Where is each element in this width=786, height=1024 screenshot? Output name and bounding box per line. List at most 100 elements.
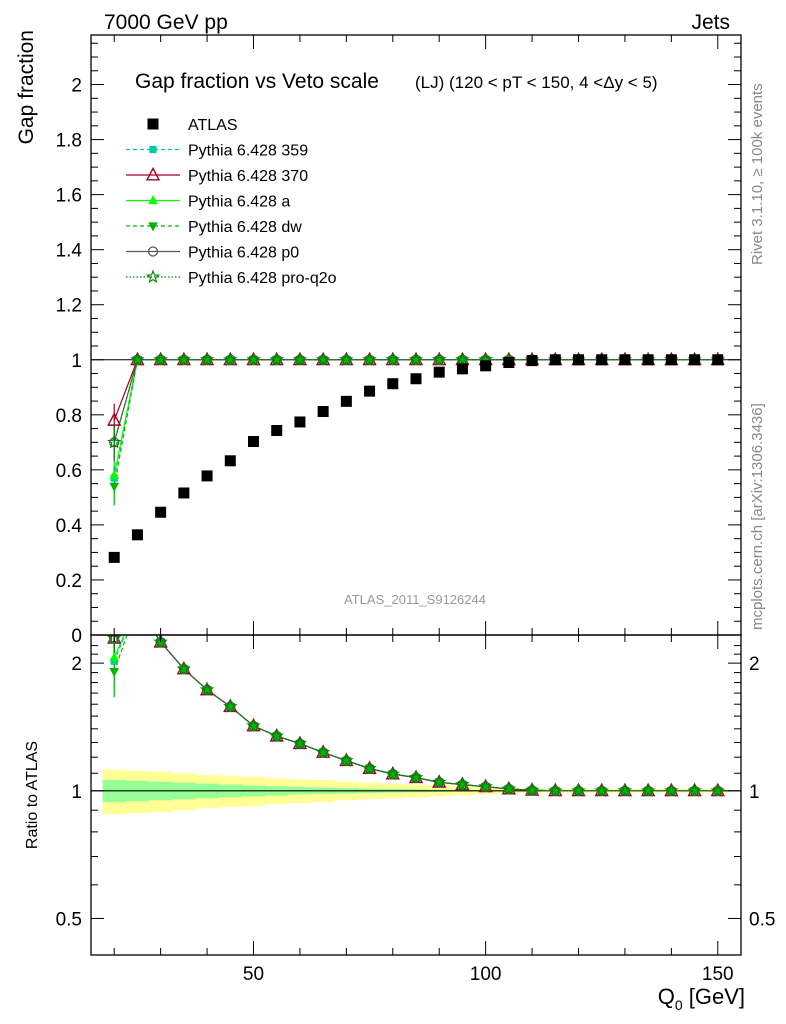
ratio-point-pdw: [271, 732, 282, 742]
top-y-tick-label: 1.6: [56, 186, 82, 207]
ratio-point-pproq2o: [432, 774, 447, 789]
mcplots-label: mcplots.cern.ch [arXiv:1306.3436]: [749, 403, 766, 630]
ratio-point-pproq2o: [687, 783, 702, 797]
ratio-point-pdw: [202, 686, 212, 696]
ratio-point-pp0: [109, 635, 120, 644]
ratio-point-pproq2o: [571, 783, 586, 797]
top-point-pdw: [109, 482, 120, 492]
header-right: Jets: [691, 11, 730, 34]
legend-marker-pa: [148, 195, 158, 205]
ratio-point-pdw: [620, 787, 630, 797]
top-point-atlas: [712, 354, 724, 366]
top-point-pdw: [295, 356, 305, 366]
ratio-point-pdw: [550, 787, 561, 797]
ratio-point-pdw: [666, 787, 677, 797]
ratio-point-pdw: [480, 783, 491, 793]
top-point-atlas: [689, 354, 701, 366]
bottom-y-tick-label: 1: [71, 782, 82, 803]
legend-label-pproq2o: Pythia 6.428 pro-q2o: [188, 270, 337, 287]
ratio-point-p370: [131, 598, 143, 609]
ratio-point-pa: [109, 652, 120, 662]
x-tick-label: 50: [243, 964, 264, 985]
top-point-pdw: [457, 356, 468, 366]
top-y-tick-label: 1.2: [56, 296, 82, 317]
legend-label-pa: Pythia 6.428 a: [188, 194, 290, 211]
legend-marker-p359: [149, 145, 157, 154]
top-point-pdw: [248, 356, 259, 366]
top-point-atlas: [387, 378, 399, 390]
ratio-point-pdw: [179, 665, 189, 675]
top-point-atlas: [155, 506, 167, 518]
ratio-point-pproq2o: [548, 783, 563, 797]
legend-marker-atlas: [147, 118, 159, 130]
ratio-point-pproq2o: [176, 661, 192, 676]
top-point-pdw: [411, 356, 421, 366]
top-point-atlas: [480, 360, 492, 372]
top-point-pproq2o: [107, 434, 122, 449]
top-point-atlas: [294, 416, 306, 428]
ratio-point-pdw: [643, 787, 653, 797]
x-tick-label: 150: [702, 964, 734, 985]
top-point-atlas: [642, 354, 654, 366]
ratio-point-pproq2o: [617, 783, 633, 797]
top-point-pdw: [341, 356, 352, 366]
bottom-y-tick-label-right: 2: [749, 654, 760, 675]
ratio-point-pproq2o: [315, 744, 331, 759]
top-point-pa: [109, 469, 120, 479]
top-series-line-p370: [113, 359, 718, 421]
top-point-pdw: [225, 356, 236, 366]
legend-marker-pdw: [148, 222, 158, 232]
ratio-point-pdw: [248, 722, 259, 732]
ratio-point-pdw: [109, 668, 120, 678]
ratio-point-pproq2o: [153, 635, 168, 649]
ratio-point-p359: [134, 601, 141, 608]
top-point-atlas: [224, 455, 236, 467]
ratio-point-pdw: [155, 638, 166, 648]
bottom-y-tick-label-right: 0.5: [749, 909, 775, 930]
ratio-point-pdw: [573, 787, 584, 797]
top-title-main: Gap fraction vs Veto scale: [135, 70, 379, 93]
top-point-pproq2o: [385, 352, 400, 366]
top-y-tick-label: 1.8: [56, 131, 82, 152]
ratio-point-pproq2o: [292, 736, 308, 750]
bottom-panel: 0.5 0.5 1 1 2 2 50 100 150: [56, 598, 775, 985]
ratio-point-pproq2o: [132, 599, 143, 610]
ratio-point-pproq2o: [362, 760, 377, 775]
x-axis-label: Q0 [GeV]: [658, 984, 745, 1013]
top-point-atlas: [619, 354, 631, 366]
top-point-pproq2o: [176, 352, 192, 366]
top-point-pdw: [318, 356, 328, 366]
ratio-point-pproq2o: [594, 783, 609, 797]
legend-marker-p370: [145, 166, 161, 181]
ratio-point-pdw: [341, 757, 352, 767]
ratio-series-line-p370: [113, 635, 718, 792]
legend-label-p370: Pythia 6.428 370: [188, 168, 308, 185]
top-point-atlas: [201, 470, 213, 482]
top-point-pdw: [202, 356, 212, 366]
bottom-y-tick-label: 2: [71, 654, 82, 675]
top-point-pproq2o: [362, 352, 377, 366]
ratio-point-pdw: [712, 787, 723, 797]
ratio-point-pdw: [527, 786, 537, 796]
legend-label-p359: Pythia 6.428 359: [188, 143, 308, 160]
top-point-pproq2o: [130, 352, 145, 366]
ratio-point-pproq2o: [501, 781, 517, 796]
top-point-pproq2o: [339, 352, 354, 366]
ratio-point-pdw: [434, 778, 445, 788]
ratio-point-pproq2o: [339, 753, 354, 767]
top-series-line-pproq2o: [113, 359, 718, 443]
ratio-point-pproq2o: [478, 779, 493, 793]
top-point-pproq2o: [199, 352, 215, 366]
legend-label-pdw: Pythia 6.428 dw: [188, 219, 302, 236]
top-point-pdw: [387, 356, 398, 366]
top-point-pdw: [155, 356, 166, 366]
top-y-tick-label: 0.6: [56, 461, 82, 482]
top-y-tick-label: 2: [71, 76, 82, 97]
ratio-series-line-p359: [113, 635, 718, 792]
top-point-atlas: [248, 436, 259, 448]
ratio-point-pproq2o: [269, 728, 284, 743]
top-point-pdw: [434, 356, 445, 366]
ratio-point-pdw: [411, 774, 421, 784]
bottom-y-axis-label: Ratio to ATLAS: [24, 741, 41, 849]
legend-label-pp0: Pythia 6.428 p0: [188, 245, 299, 262]
